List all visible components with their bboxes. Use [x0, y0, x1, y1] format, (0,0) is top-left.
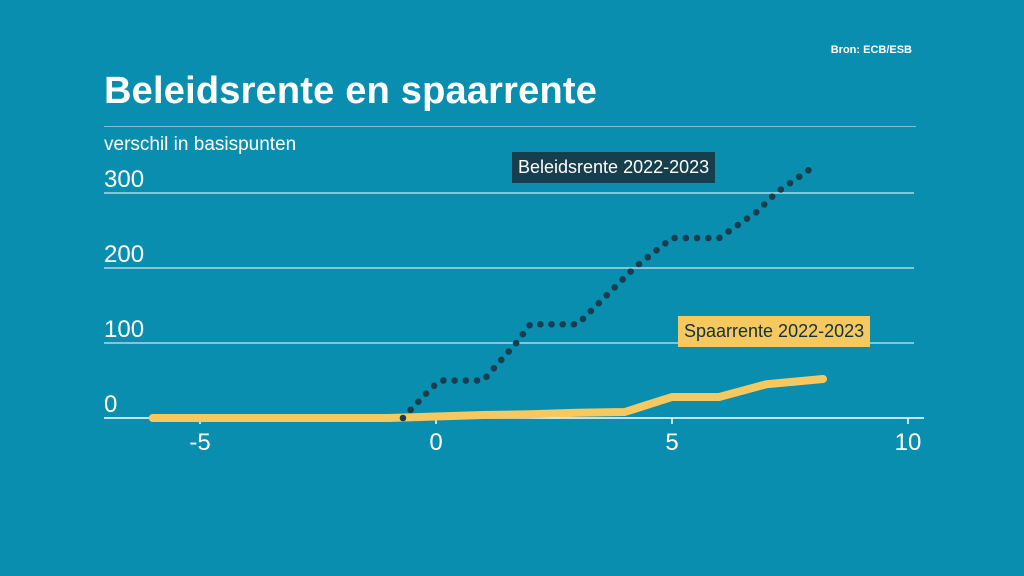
- x-tick-label--5: -5: [189, 429, 210, 456]
- chart-title: Beleidsrente en spaarrente: [104, 70, 598, 112]
- x-tick-label-5: 5: [665, 429, 678, 456]
- chart-subtitle: verschil in basispunten: [104, 134, 297, 155]
- series-dot-beleidsrente-14: [519, 330, 527, 338]
- policy-series-label: Beleidsrente 2022-2023: [512, 152, 716, 183]
- series-dot-beleidsrente-43: [786, 179, 794, 187]
- series-dot-beleidsrente-8: [473, 377, 481, 384]
- series-dot-beleidsrente-40: [760, 201, 768, 208]
- series-dot-beleidsrente-15: [526, 321, 533, 329]
- series-dot-beleidsrente-20: [579, 315, 587, 323]
- series-dot-beleidsrente-26: [627, 268, 634, 275]
- series-dot-beleidsrente-3: [422, 390, 430, 397]
- series-dot-beleidsrente-33: [693, 234, 701, 242]
- series-dot-beleidsrente-24: [611, 284, 619, 291]
- series-dot-beleidsrente-45: [805, 167, 812, 174]
- series-dot-beleidsrente-6: [451, 377, 458, 384]
- series-dot-beleidsrente-16: [537, 320, 544, 328]
- series-dot-beleidsrente-28: [644, 253, 652, 261]
- series-dot-beleidsrente-12: [505, 348, 513, 355]
- series-dot-beleidsrente-25: [619, 276, 626, 283]
- series-dot-beleidsrente-1: [407, 406, 414, 414]
- y-tick-label-0: 0: [104, 391, 117, 418]
- series-dot-beleidsrente-41: [768, 193, 776, 200]
- source-note: Bron: ECB/ESB: [830, 44, 912, 56]
- x-tick-label-0: 0: [429, 429, 442, 456]
- series-dot-beleidsrente-10: [490, 365, 498, 372]
- series-dot-beleidsrente-32: [682, 234, 690, 242]
- series-dot-beleidsrente-11: [498, 356, 505, 364]
- series-dot-beleidsrente-23: [603, 291, 611, 299]
- x-tick-label-10: 10: [895, 429, 922, 456]
- series-dot-beleidsrente-37: [734, 221, 742, 229]
- series-dot-beleidsrente-39: [752, 208, 760, 216]
- title-divider: [104, 126, 916, 127]
- y-tick-label-300: 300: [104, 166, 144, 193]
- series-dot-beleidsrente-36: [725, 228, 732, 235]
- series-dot-beleidsrente-29: [653, 246, 660, 254]
- series-line-spaarrente: [148, 375, 828, 422]
- series-dot-beleidsrente-17: [548, 320, 555, 328]
- series-dot-beleidsrente-4: [430, 382, 438, 390]
- series-dot-beleidsrente-38: [743, 215, 751, 222]
- series-dot-beleidsrente-5: [440, 377, 447, 384]
- series-dot-beleidsrente-0: [399, 414, 407, 422]
- y-tick-label-100: 100: [104, 316, 144, 343]
- series-dot-beleidsrente-31: [671, 234, 678, 242]
- y-tick-label-200: 200: [104, 241, 144, 268]
- series-dot-beleidsrente-18: [559, 320, 567, 328]
- series-dot-beleidsrente-13: [512, 339, 520, 347]
- series-dot-beleidsrente-30: [662, 239, 669, 247]
- series-dot-beleidsrente-22: [595, 299, 603, 307]
- series-dot-beleidsrente-44: [795, 173, 803, 181]
- series-dot-beleidsrente-27: [635, 260, 643, 268]
- series-dot-beleidsrente-35: [716, 234, 723, 242]
- series-dot-beleidsrente-21: [587, 307, 595, 315]
- series-dot-beleidsrente-34: [704, 234, 712, 242]
- series-dot-beleidsrente-42: [777, 186, 785, 193]
- series-dot-beleidsrente-7: [462, 377, 470, 384]
- series-dot-beleidsrente-2: [415, 398, 422, 406]
- series-dot-beleidsrente-19: [570, 320, 578, 328]
- series-dot-beleidsrente-9: [483, 373, 490, 381]
- savings-series-label: Spaarrente 2022-2023: [678, 316, 871, 347]
